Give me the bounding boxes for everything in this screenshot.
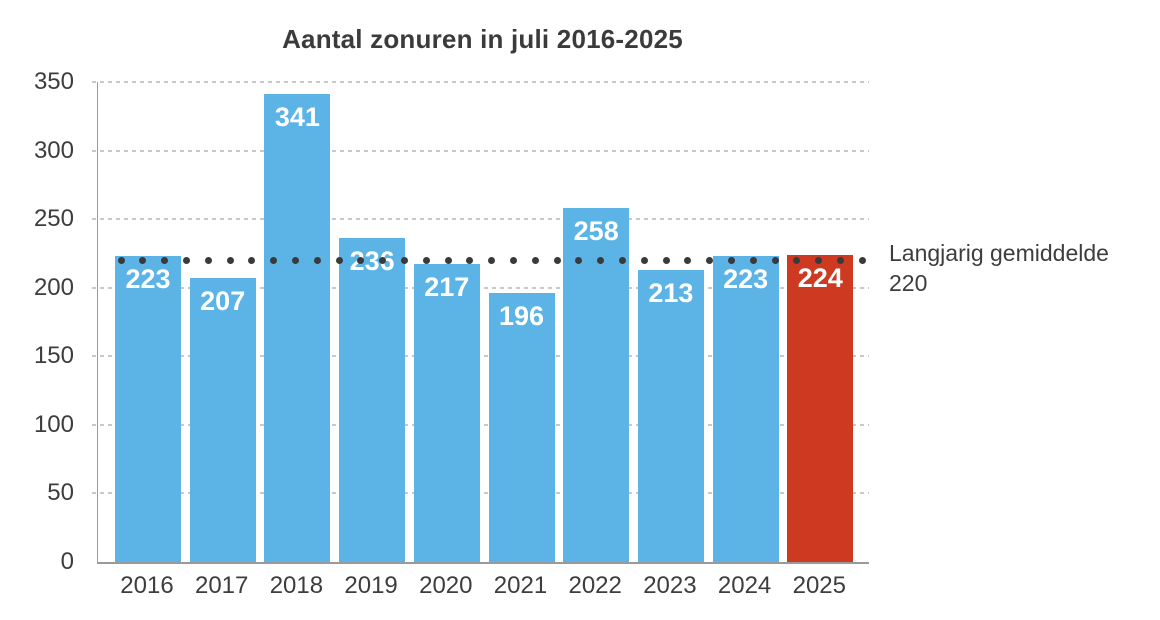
x-tick-label-2020: 2020: [419, 572, 473, 599]
x-tick-label-2025: 2025: [792, 572, 846, 599]
gridline-250: [92, 218, 869, 221]
average-line-dot: [727, 256, 735, 264]
average-line-dot: [248, 256, 256, 264]
gridline-150: [92, 355, 869, 358]
y-tick-label-300: 300: [33, 136, 74, 164]
gridline-200: [92, 286, 869, 289]
average-line-dot: [618, 256, 626, 264]
gridline-350: [92, 81, 869, 83]
y-tick-label-0: 0: [60, 548, 74, 575]
plot-area: 223 207 341 236 217 196 258 213 223 224: [92, 81, 869, 564]
bar-value-label-2023: 213: [648, 277, 694, 308]
bar-value-label-2025: 224: [797, 262, 843, 293]
bar-value-label-2017: 207: [200, 286, 246, 317]
average-line-dot: [749, 256, 757, 264]
average-line-dot: [836, 256, 844, 264]
bar-value-label-2018: 341: [274, 102, 320, 133]
y-tick-label-200: 200: [33, 273, 74, 301]
x-tick-label-2024: 2024: [717, 572, 772, 599]
bar-2023: 213: [637, 269, 704, 562]
bar-2021: 196: [488, 293, 555, 562]
average-line-dot: [509, 256, 517, 264]
x-tick-label-2016: 2016: [120, 572, 174, 599]
bar-value-label-2016: 223: [125, 264, 171, 295]
average-line-dot: [422, 256, 430, 264]
bar-2019: 236: [339, 238, 406, 562]
average-line-dot: [161, 256, 169, 264]
bar-value-label-2021: 196: [498, 301, 545, 332]
bar-value-label-2022: 258: [573, 216, 619, 247]
y-tick-label-350: 350: [33, 68, 74, 95]
bar-value-label-2020: 217: [424, 272, 470, 303]
average-line-dot: [357, 256, 365, 264]
average-line-dot: [444, 256, 452, 264]
average-line-dot: [640, 256, 648, 264]
average-line-dot: [815, 256, 823, 264]
y-tick-label-50: 50: [47, 479, 74, 507]
x-tick-label-2022: 2022: [568, 572, 622, 599]
average-line-dot: [488, 256, 496, 264]
x-tick-label-2018: 2018: [269, 572, 324, 599]
bar-2018: 341: [264, 94, 331, 562]
bar-2022: 258: [563, 208, 630, 562]
average-line-dot: [226, 256, 234, 264]
bar-2024: 223: [712, 256, 779, 562]
bar-2017: 207: [189, 278, 256, 562]
y-tick-label-150: 150: [33, 342, 74, 370]
average-line-dot: [771, 256, 779, 264]
bar-2016: 223: [115, 256, 181, 562]
gridline-300: [92, 149, 869, 152]
y-tick-label-100: 100: [33, 410, 74, 438]
average-line-dot: [684, 256, 692, 264]
average-line-dot: [313, 256, 321, 264]
bar-2025: 224: [787, 254, 854, 562]
chart-title: Aantal zonuren in juli 2016-2025: [282, 24, 683, 54]
average-line-dot: [270, 256, 278, 264]
average-line-dot: [335, 256, 343, 264]
average-line-annotation-text: Langjarig gemiddelde: [889, 240, 1109, 266]
average-line-dot: [575, 256, 583, 264]
x-tick-label-2023: 2023: [643, 572, 697, 599]
bar-value-label-2024: 223: [723, 264, 769, 295]
x-tick-label-2019: 2019: [344, 572, 398, 599]
average-line-dot: [706, 256, 714, 264]
average-line-dot: [597, 256, 605, 264]
average-line-dot: [662, 256, 670, 264]
average-line-dot: [291, 256, 299, 264]
average-line-annotation-value: 220: [889, 270, 928, 296]
y-tick-label-250: 250: [33, 205, 74, 233]
average-line-dot: [379, 256, 387, 264]
average-line-annotation: Langjarig gemiddelde 220: [889, 238, 1154, 298]
bar-2020: 217: [413, 264, 480, 562]
average-line-dot: [531, 256, 539, 264]
bar-value-label-2019: 236: [349, 246, 395, 277]
gridline-50: [92, 492, 869, 495]
average-line-dot: [793, 256, 801, 264]
average-line-dot: [117, 256, 125, 264]
average-line-dot: [553, 256, 561, 264]
average-line-dot: [182, 256, 190, 264]
gridline-100: [92, 423, 869, 426]
average-line-dot: [204, 256, 212, 264]
x-tick-label-2021: 2021: [493, 572, 548, 599]
average-line-dot: [400, 256, 408, 264]
average-line-dot: [466, 256, 474, 264]
x-tick-label-2017: 2017: [194, 572, 249, 599]
average-line-dot: [858, 256, 866, 264]
average-line-dot: [139, 256, 147, 264]
